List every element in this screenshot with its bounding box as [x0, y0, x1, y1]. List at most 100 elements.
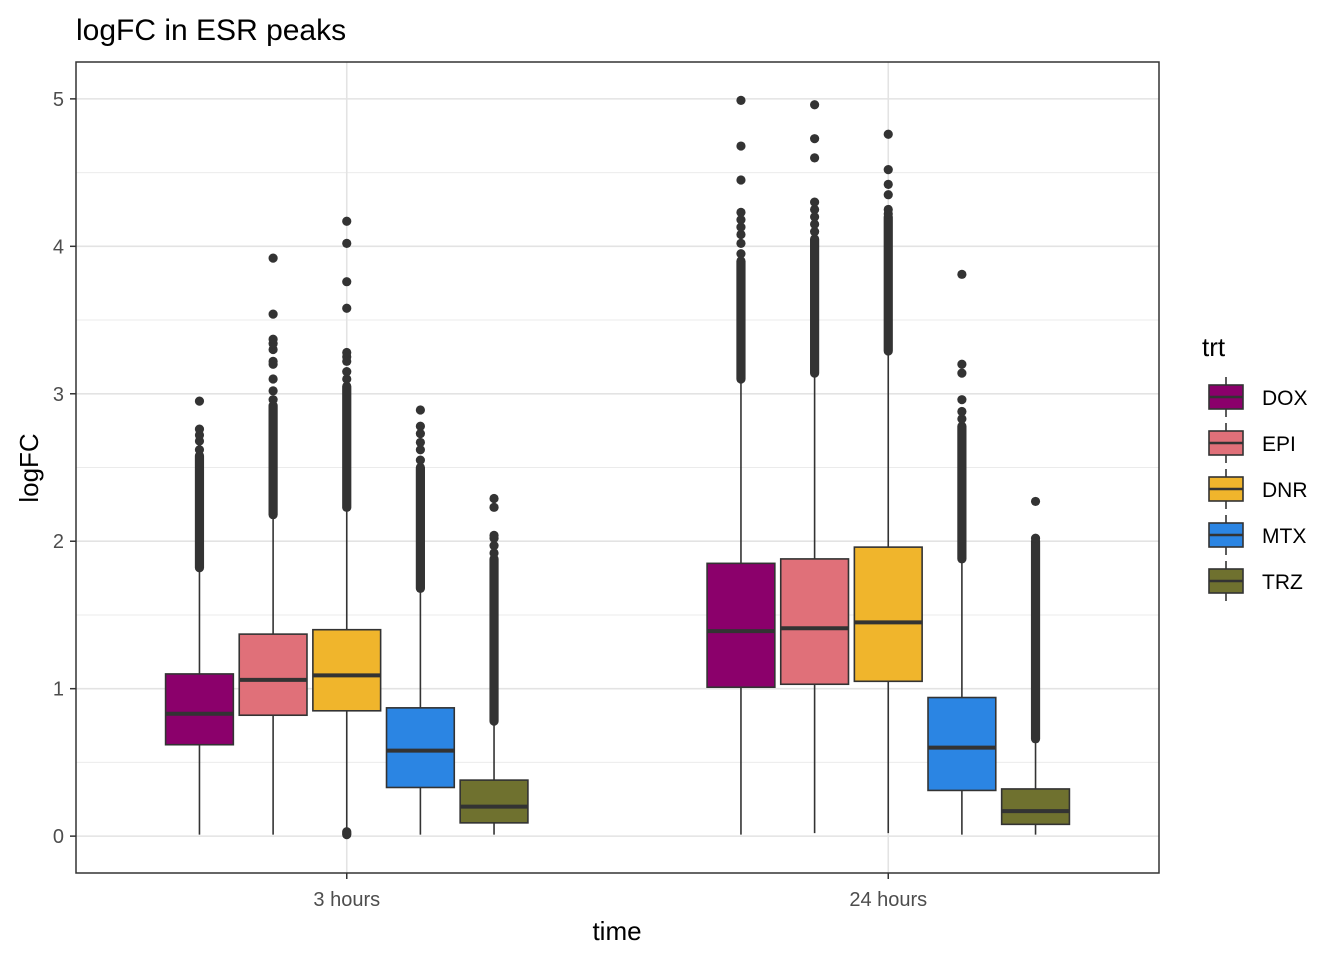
- outlier-cluster: [268, 400, 278, 520]
- box-EPI-1: [779, 100, 850, 834]
- outlier-point: [268, 395, 278, 405]
- outlier-point: [736, 249, 746, 259]
- outlier-point: [883, 204, 893, 215]
- outlier-point: [957, 359, 967, 369]
- box-iqr: [385, 707, 456, 789]
- outlier-point: [415, 428, 425, 439]
- outlier-point: [194, 396, 205, 406]
- outlier-cluster: [342, 381, 352, 512]
- outlier-point: [415, 455, 425, 465]
- outlier-cluster: [489, 554, 499, 726]
- outlier-point: [415, 405, 425, 415]
- x-axis-title: time: [592, 916, 641, 946]
- y-axis: 0 1 2 3 4 5: [53, 89, 76, 848]
- outlier-point: [415, 445, 425, 455]
- outlier-point: [957, 269, 967, 279]
- box-iqr: [706, 562, 776, 689]
- outlier-point: [810, 100, 820, 110]
- outlier-point: [810, 197, 820, 207]
- y-tick-label: 2: [53, 531, 64, 553]
- outlier-point: [736, 222, 746, 232]
- outlier-point: [489, 502, 499, 512]
- legend-item-epi: EPI: [1208, 423, 1296, 463]
- outlier-point: [810, 226, 820, 237]
- outlier-point: [268, 374, 278, 384]
- y-tick-label: 1: [53, 679, 64, 701]
- x-axis: 3 hours 24 hours: [313, 873, 927, 911]
- outlier-cluster: [883, 212, 893, 356]
- outlier-point: [268, 309, 278, 319]
- y-axis-title: logFC: [14, 433, 44, 502]
- outlier-point: [342, 303, 352, 313]
- boxes-layer: [164, 95, 1071, 840]
- outlier-cluster: [957, 421, 967, 564]
- outlier-point: [268, 334, 278, 344]
- outlier-point: [736, 141, 746, 151]
- outlier-point: [957, 368, 967, 378]
- plot-panel-border: [75, 61, 1160, 874]
- box-TRZ-0: [459, 493, 529, 835]
- box-iqr: [238, 633, 308, 717]
- legend-label: TRZ: [1262, 571, 1303, 594]
- outlier-point: [415, 421, 425, 431]
- outlier-point: [342, 827, 352, 837]
- outlier-point: [268, 253, 278, 263]
- legend-item-mtx: MTX: [1208, 515, 1306, 555]
- outlier-point: [957, 414, 967, 424]
- y-tick-label: 3: [53, 384, 64, 406]
- x-tick-label: 24 hours: [849, 889, 927, 911]
- outlier-point: [342, 216, 352, 226]
- x-tick-label: 3 hours: [313, 889, 380, 911]
- box-DOX-0: [164, 396, 235, 835]
- outlier-point: [957, 406, 967, 417]
- box-iqr: [1000, 788, 1071, 826]
- legend-item-dox: DOX: [1208, 377, 1308, 417]
- outlier-point: [736, 215, 746, 225]
- outlier-point: [736, 238, 746, 248]
- legend-label: MTX: [1262, 525, 1306, 548]
- outlier-point: [736, 95, 746, 105]
- outlier-cluster: [415, 462, 425, 594]
- outlier-point: [268, 356, 278, 366]
- outlier-point: [342, 374, 352, 384]
- box-MTX-0: [385, 405, 456, 835]
- outlier-point: [342, 367, 352, 377]
- outlier-point: [342, 277, 352, 287]
- outlier-cluster: [1030, 536, 1041, 744]
- box-iqr: [312, 628, 382, 712]
- legend-item-dnr: DNR: [1208, 469, 1308, 509]
- y-tick-label: 0: [53, 826, 64, 848]
- legend-item-trz: TRZ: [1208, 561, 1303, 601]
- box-EPI-0: [238, 253, 308, 835]
- outlier-point: [810, 204, 820, 215]
- outlier-point: [489, 493, 499, 504]
- legend-label: DNR: [1262, 479, 1308, 502]
- box-MTX-1: [927, 269, 997, 835]
- outlier-point: [810, 134, 820, 144]
- outlier-point: [736, 229, 746, 240]
- box-iqr: [853, 546, 923, 683]
- outlier-point: [883, 179, 893, 189]
- outlier-point: [342, 347, 352, 358]
- outlier-point: [883, 190, 893, 200]
- box-DNR-0: [312, 216, 382, 840]
- outlier-point: [194, 424, 205, 434]
- outlier-point: [810, 219, 820, 229]
- box-iqr: [164, 673, 235, 746]
- legend: trt DOX EPI DNR MTX TRZ: [1202, 332, 1308, 601]
- box-TRZ-1: [1000, 496, 1071, 835]
- outlier-cluster: [194, 451, 205, 573]
- outlier-point: [489, 530, 499, 540]
- outlier-point: [810, 153, 820, 163]
- outlier-point: [883, 165, 893, 175]
- outlier-point: [957, 395, 967, 405]
- outlier-point: [1030, 533, 1041, 543]
- box-iqr: [927, 696, 997, 792]
- y-tick-label: 5: [53, 89, 64, 111]
- outlier-point: [194, 445, 205, 455]
- outlier-cluster: [810, 234, 820, 378]
- outlier-point: [736, 175, 746, 185]
- grid-lines: [76, 62, 1159, 873]
- legend-title: trt: [1202, 332, 1226, 362]
